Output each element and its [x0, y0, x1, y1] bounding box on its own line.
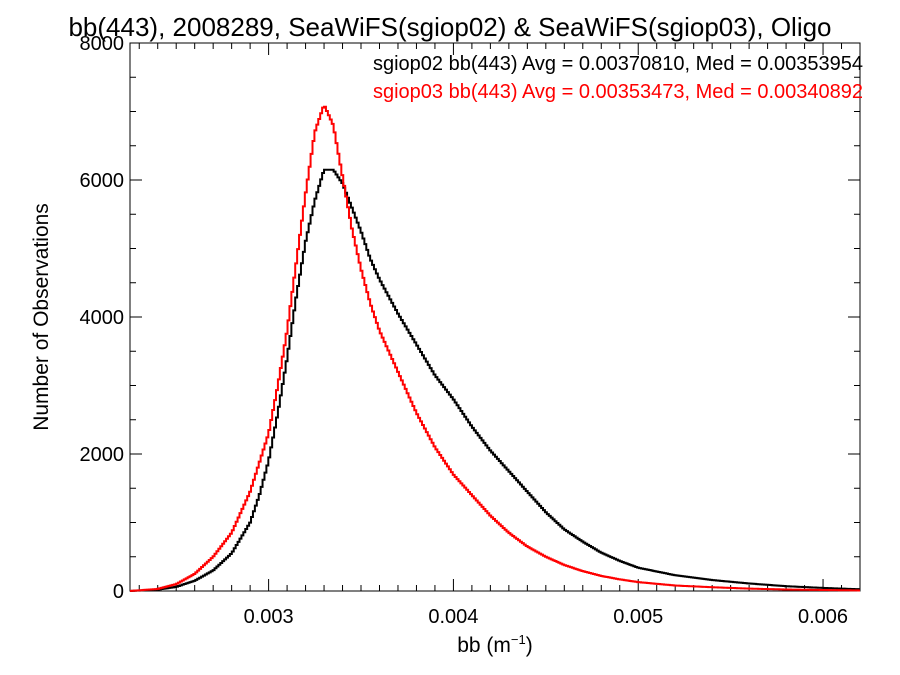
series-layer [130, 105, 860, 592]
x-tick-label: 0.003 [244, 606, 294, 628]
legend: sgiop02 bb(443) Avg = 0.00370810, Med = … [373, 53, 863, 103]
plot-frame [129, 42, 861, 592]
chart-title: bb(443), 2008289, SeaWiFS(sgiop02) & Sea… [68, 12, 831, 42]
x-tick-label: 0.004 [428, 606, 478, 628]
y-tick-label: 0 [113, 581, 124, 603]
series-line-sgiop03 [130, 105, 860, 592]
x-axis-label: bb (m−1) [457, 632, 533, 657]
y-tick-label: 2000 [80, 444, 125, 466]
legend-entry-sgiop03: sgiop03 bb(443) Avg = 0.00353473, Med = … [373, 81, 863, 103]
y-axis: 0 2000 4000 6000 8000 [80, 33, 860, 603]
series-line-sgiop02 [130, 168, 860, 592]
x-tick-label: 0.006 [798, 606, 848, 628]
y-tick-label: 4000 [80, 307, 125, 329]
legend-entry-sgiop02: sgiop02 bb(443) Avg = 0.00370810, Med = … [373, 53, 863, 75]
x-tick-label: 0.005 [613, 606, 663, 628]
y-tick-label: 6000 [80, 170, 125, 192]
y-axis-label: Number of Observations [30, 203, 53, 431]
y-tick-label: 8000 [80, 33, 125, 55]
x-axis: 0.003 0.004 0.005 0.006 [138, 43, 861, 628]
